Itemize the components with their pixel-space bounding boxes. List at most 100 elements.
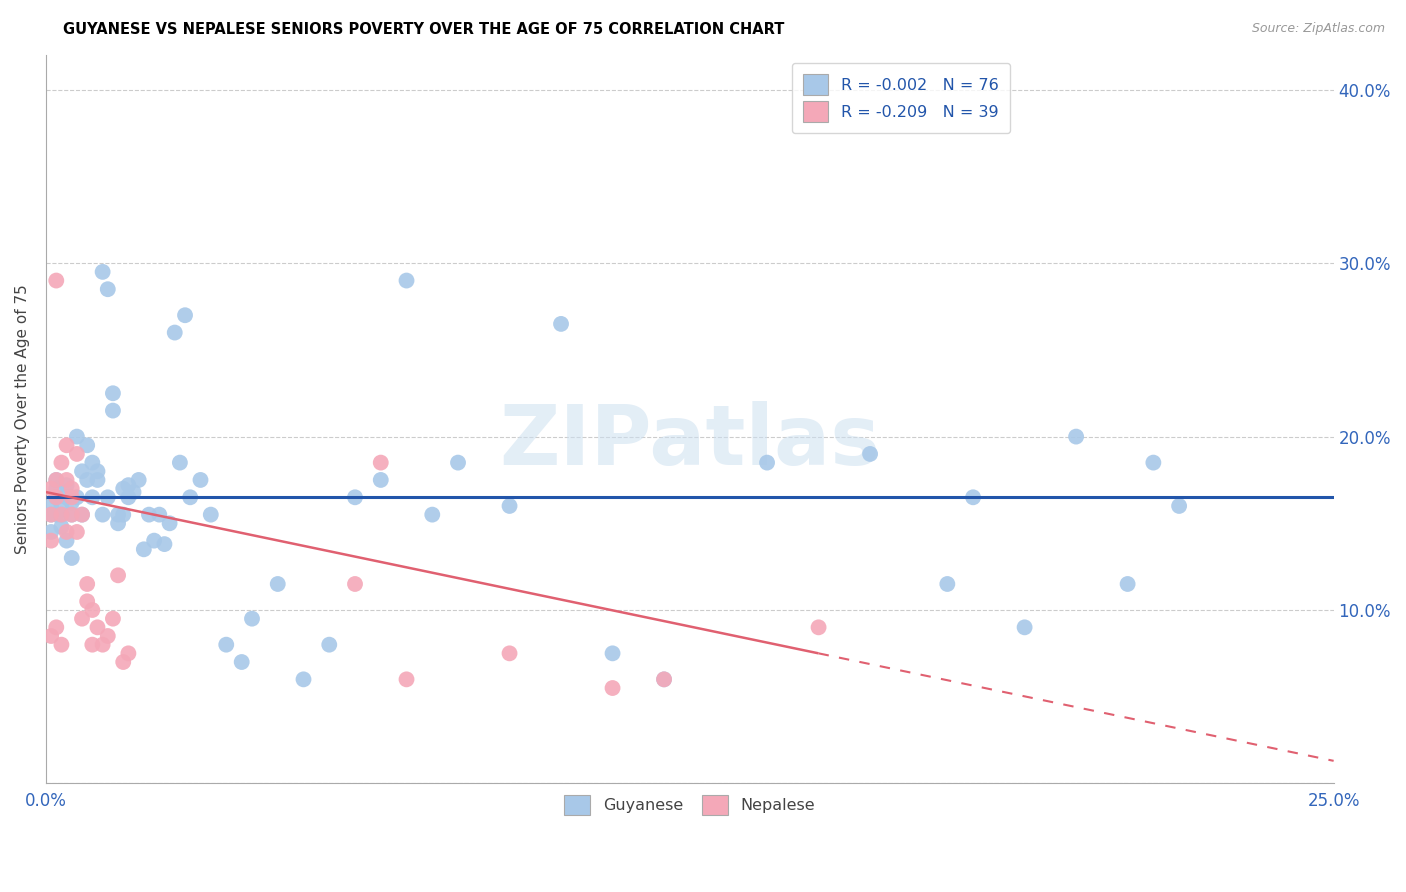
- Point: [343, 577, 366, 591]
- Point: [70, 508, 93, 522]
- Point: [97, 491, 120, 505]
- Point: [86, 620, 108, 634]
- Point: [1014, 620, 1036, 634]
- Point: [1142, 456, 1164, 470]
- Point: [45, 473, 67, 487]
- Point: [652, 673, 675, 687]
- Point: [107, 516, 129, 531]
- Point: [169, 456, 191, 470]
- Point: [51, 520, 73, 534]
- Point: [39, 508, 62, 522]
- Point: [112, 655, 135, 669]
- Point: [132, 542, 155, 557]
- Point: [91, 265, 114, 279]
- Point: [76, 473, 98, 487]
- Point: [122, 485, 145, 500]
- Point: [1116, 577, 1139, 591]
- Point: [1168, 499, 1191, 513]
- Point: [652, 673, 675, 687]
- Point: [82, 603, 104, 617]
- Point: [153, 537, 176, 551]
- Point: [215, 638, 238, 652]
- Point: [55, 524, 77, 539]
- Point: [39, 508, 62, 522]
- Point: [174, 308, 197, 322]
- Point: [51, 508, 73, 522]
- Point: [86, 464, 108, 478]
- Point: [82, 456, 104, 470]
- Point: [163, 326, 186, 340]
- Text: GUYANESE VS NEPALESE SENIORS POVERTY OVER THE AGE OF 75 CORRELATION CHART: GUYANESE VS NEPALESE SENIORS POVERTY OVE…: [63, 22, 785, 37]
- Point: [395, 673, 418, 687]
- Legend: Guyanese, Nepalese: Guyanese, Nepalese: [554, 783, 827, 826]
- Point: [117, 646, 139, 660]
- Point: [143, 533, 166, 548]
- Point: [107, 568, 129, 582]
- Point: [101, 386, 124, 401]
- Point: [117, 491, 139, 505]
- Point: [91, 508, 114, 522]
- Point: [55, 473, 77, 487]
- Point: [318, 638, 340, 652]
- Point: [807, 620, 830, 634]
- Point: [602, 646, 624, 660]
- Point: [45, 482, 67, 496]
- Point: [267, 577, 290, 591]
- Point: [82, 638, 104, 652]
- Point: [292, 673, 315, 687]
- Point: [97, 282, 120, 296]
- Point: [343, 491, 366, 505]
- Point: [39, 524, 62, 539]
- Point: [60, 508, 83, 522]
- Point: [370, 473, 392, 487]
- Point: [60, 495, 83, 509]
- Point: [112, 508, 135, 522]
- Point: [370, 456, 392, 470]
- Point: [101, 612, 124, 626]
- Text: Source: ZipAtlas.com: Source: ZipAtlas.com: [1251, 22, 1385, 36]
- Point: [112, 482, 135, 496]
- Point: [447, 456, 470, 470]
- Point: [231, 655, 253, 669]
- Point: [45, 620, 67, 634]
- Point: [55, 438, 77, 452]
- Point: [66, 447, 89, 461]
- Point: [936, 577, 959, 591]
- Point: [82, 491, 104, 505]
- Point: [498, 499, 520, 513]
- Point: [395, 274, 418, 288]
- Point: [101, 403, 124, 417]
- Point: [420, 508, 443, 522]
- Point: [148, 508, 170, 522]
- Point: [128, 473, 150, 487]
- Point: [1064, 429, 1087, 443]
- Point: [498, 646, 520, 660]
- Point: [138, 508, 160, 522]
- Point: [39, 629, 62, 643]
- Point: [39, 533, 62, 548]
- Point: [51, 638, 73, 652]
- Point: [55, 491, 77, 505]
- Point: [86, 473, 108, 487]
- Point: [45, 491, 67, 505]
- Point: [859, 447, 882, 461]
- Point: [51, 508, 73, 522]
- Point: [76, 594, 98, 608]
- Point: [55, 478, 77, 492]
- Point: [39, 482, 62, 496]
- Point: [76, 577, 98, 591]
- Text: ZIPatlas: ZIPatlas: [499, 401, 880, 482]
- Point: [70, 464, 93, 478]
- Point: [550, 317, 572, 331]
- Point: [45, 473, 67, 487]
- Point: [107, 508, 129, 522]
- Point: [45, 274, 67, 288]
- Point: [76, 438, 98, 452]
- Point: [66, 524, 89, 539]
- Point: [179, 491, 201, 505]
- Point: [70, 508, 93, 522]
- Point: [117, 478, 139, 492]
- Point: [66, 491, 89, 505]
- Point: [97, 629, 120, 643]
- Point: [45, 508, 67, 522]
